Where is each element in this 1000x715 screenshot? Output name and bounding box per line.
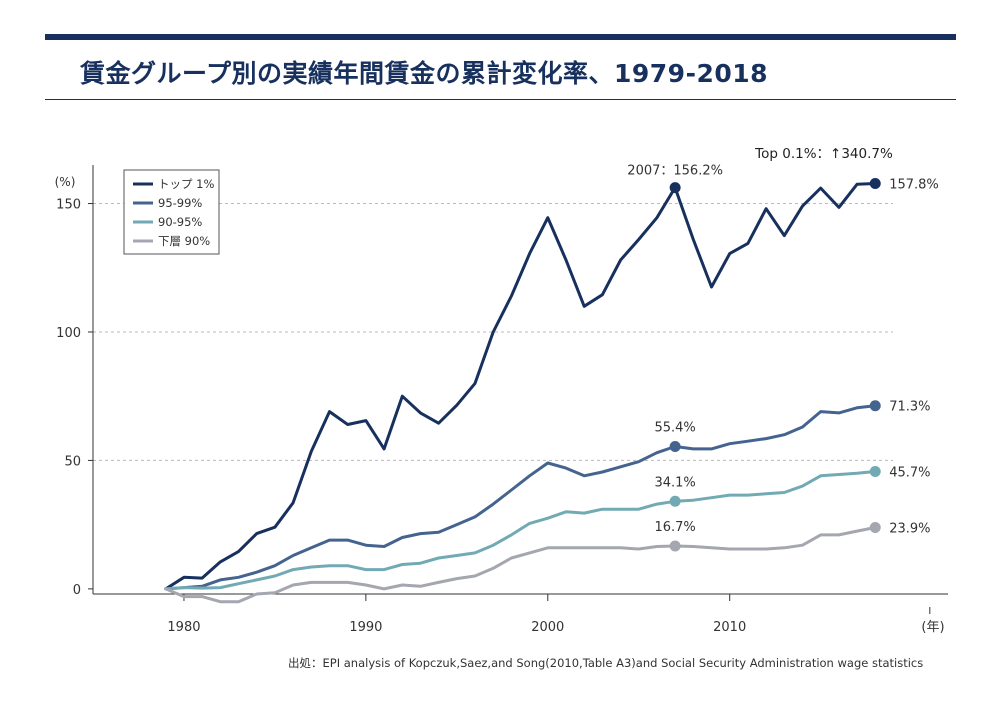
legend-label-bottom90: 下層 90% xyxy=(158,234,210,248)
series-line-bottom90 xyxy=(164,526,877,604)
highlight-point-top1 xyxy=(669,182,681,194)
series-markers: 2007：156.2% 157.8% 55.4% 71.3% 34.1% 45.7% 16.… xyxy=(627,164,939,552)
y-tick-label-0: 0 xyxy=(73,583,81,598)
x-tick-label-1990: 1990 xyxy=(349,620,382,635)
series-line-p90_95 xyxy=(164,470,877,591)
y-axis-label: (%) xyxy=(55,175,76,189)
legend-label-top1: トップ 1% xyxy=(158,177,214,191)
series-line-top1 xyxy=(164,182,877,591)
end-point-bottom90 xyxy=(869,521,881,533)
end-label-top1: 157.8% xyxy=(889,177,939,192)
series-line-p95_99 xyxy=(164,404,877,591)
x-tick-label-1980: 1980 xyxy=(167,620,200,635)
y-tick-label-150: 150 xyxy=(56,198,81,213)
legend: トップ 1% 95-99% 90-95% 下層 90% xyxy=(123,169,220,255)
legend-label-p95_99: 95-99% xyxy=(158,196,202,210)
highlight-label-p90_95: 34.1% xyxy=(654,475,695,490)
highlight-point-p95_99 xyxy=(669,441,681,453)
top-0-1-annotation: Top 0.1%：↑340.7% xyxy=(754,146,893,162)
end-point-top1 xyxy=(869,177,881,189)
chart-title: 賃金グループ別の実績年間賃金の累計変化率、1979-2018 xyxy=(80,59,769,88)
y-tick-label-100: 100 xyxy=(56,326,81,341)
legend-label-p90_95: 90-95% xyxy=(158,215,202,229)
highlight-label-p95_99: 55.4% xyxy=(654,421,695,436)
end-label-bottom90: 23.9% xyxy=(889,521,930,536)
series-lines xyxy=(164,182,877,604)
x-tick-label-2000: 2000 xyxy=(531,620,564,635)
highlight-label-bottom90: 16.7% xyxy=(654,520,695,535)
x-axis-label: (年) xyxy=(921,620,944,635)
x-tick-label-2010: 2010 xyxy=(713,620,746,635)
source-note: 出処：EPI analysis of Kopczuk,Saez,and Song… xyxy=(288,656,924,670)
highlight-label-top1: 2007：156.2% xyxy=(627,164,723,179)
title-top-bar xyxy=(45,34,956,40)
highlight-point-bottom90 xyxy=(669,540,681,552)
end-point-p95_99 xyxy=(869,400,881,412)
y-tick-label-50: 50 xyxy=(64,454,81,469)
end-point-p90_95 xyxy=(869,465,881,477)
end-label-p90_95: 45.7% xyxy=(889,465,930,480)
gridlines xyxy=(93,203,893,461)
title-rule xyxy=(45,99,956,100)
ticks: 0 50 100 150 1980 1990 2000 2010 xyxy=(56,198,931,635)
axes: (%) (年) xyxy=(55,165,948,635)
highlight-point-p90_95 xyxy=(669,495,681,507)
end-label-p95_99: 71.3% xyxy=(889,400,930,415)
